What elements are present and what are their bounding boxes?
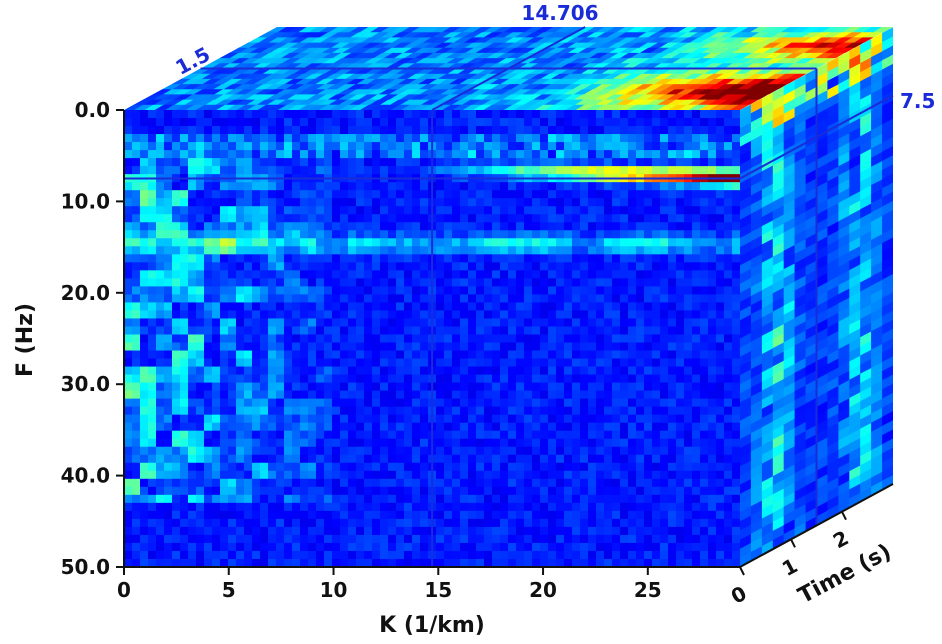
z-tick-mark	[791, 539, 795, 547]
z-tick-label: 1	[778, 553, 802, 581]
z-tick-label: 0	[727, 581, 751, 609]
x-tick-label: 25	[634, 578, 662, 602]
z-tick-mark	[740, 567, 744, 575]
x-tick-label: 10	[320, 578, 348, 602]
y-tick-label: 30.0	[61, 372, 110, 396]
x-tick-label: 20	[529, 578, 557, 602]
x-tick-label: 0	[117, 578, 131, 602]
k-slice-label: 14.706	[521, 1, 598, 25]
x-axis-label: K (1/km)	[379, 613, 485, 638]
y-tick-label: 0.0	[75, 98, 110, 122]
z-tick-label: 2	[829, 526, 853, 554]
y-tick-label: 40.0	[61, 464, 110, 488]
x-tick-label: 5	[222, 578, 236, 602]
y-axis-label: F (Hz)	[13, 303, 38, 377]
z-tick-mark	[842, 512, 846, 520]
f-slice-label: 7.5	[900, 89, 935, 113]
y-tick-label: 50.0	[61, 555, 110, 579]
y-tick-label: 10.0	[61, 189, 110, 213]
x-tick-label: 15	[424, 578, 452, 602]
y-tick-label: 20.0	[61, 281, 110, 305]
